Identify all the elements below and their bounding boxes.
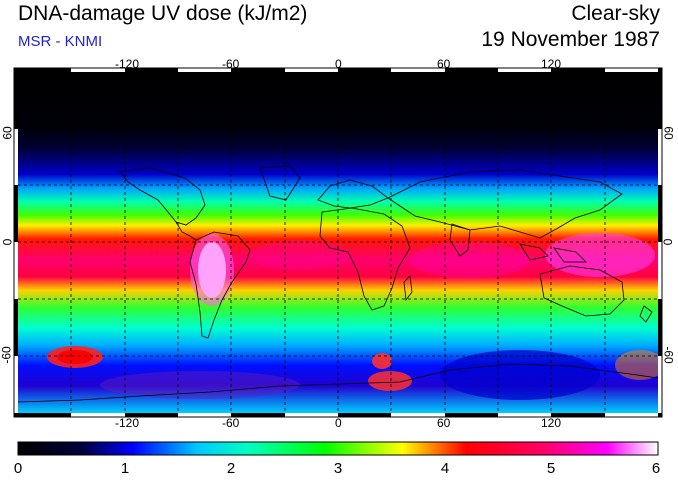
date-label: 19 November 1987 [481, 28, 660, 51]
colorbar-label: 0 [13, 460, 23, 477]
color-scale-bar [17, 441, 659, 456]
top-lon-label: -120 [115, 57, 140, 71]
map-title: DNA-damage UV dose (kJ/m2) [18, 2, 308, 25]
colorbar-label: 6 [651, 460, 661, 477]
source-label: MSR - KNMI [18, 33, 103, 50]
colorbar-label: 4 [440, 460, 450, 477]
bottom-lon-label: 120 [541, 416, 562, 430]
sky-condition-label: Clear-sky [571, 2, 660, 25]
bottom-lon-label: -60 [222, 416, 240, 430]
bottom-lon-label: 60 [437, 416, 451, 430]
colorbar-label: 2 [226, 460, 236, 477]
bottom-lon-label: -120 [115, 416, 140, 430]
colorbar-label: 5 [546, 460, 556, 477]
top-lon-label: 60 [437, 57, 451, 71]
top-lon-label: -60 [222, 57, 240, 71]
colorbar-label: 1 [120, 460, 130, 477]
bottom-lon-label: 0 [335, 416, 342, 430]
top-lon-label: 120 [541, 57, 562, 71]
colorbar-label: 3 [333, 460, 343, 477]
top-lon-label: 0 [335, 57, 342, 71]
